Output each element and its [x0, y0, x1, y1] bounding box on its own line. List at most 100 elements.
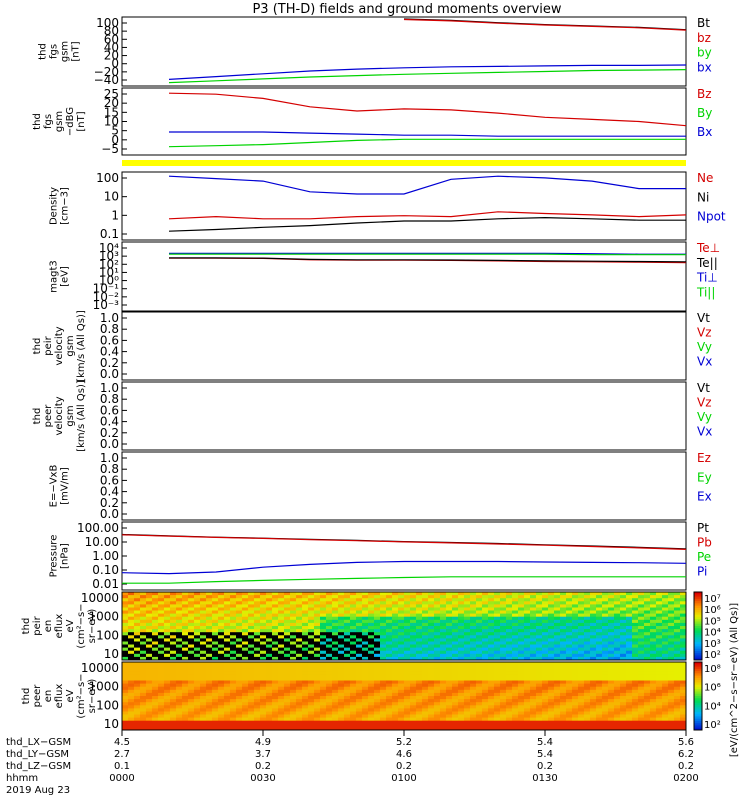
- heatmap-cell: [656, 705, 663, 709]
- heatmap-cell: [410, 613, 417, 618]
- heatmap-cell: [182, 699, 189, 703]
- heatmap-cell: [320, 629, 327, 633]
- heatmap-cell: [284, 717, 291, 722]
- heatmap-cell: [518, 683, 525, 688]
- heatmap-cell: [170, 674, 177, 678]
- heatmap-cell: [452, 705, 459, 709]
- heatmap-cell: [482, 677, 489, 682]
- colorbar-cell: [694, 646, 702, 650]
- series-line-by: [168, 69, 687, 84]
- heatmap-cell: [308, 592, 315, 596]
- heatmap-cell: [200, 635, 207, 639]
- heatmap-cell: [272, 674, 279, 678]
- heatmap-cell: [626, 726, 633, 731]
- heatmap-cell: [584, 674, 591, 678]
- heatmap-cell: [164, 726, 171, 731]
- heatmap-cell: [578, 705, 585, 709]
- y-tick-label: 25: [104, 87, 119, 101]
- heatmap-cell: [230, 683, 237, 688]
- heatmap-cell: [374, 705, 381, 709]
- y-tick-label: −5: [101, 142, 119, 156]
- heatmap-cell: [476, 613, 483, 618]
- heatmap-cell: [326, 650, 333, 655]
- heatmap-cell: [536, 683, 543, 688]
- heatmap-cell: [218, 629, 225, 633]
- heatmap-cell: [680, 723, 687, 728]
- heatmap-cell: [608, 619, 615, 624]
- heatmap-cell: [590, 626, 597, 630]
- heatmap-cell: [164, 641, 171, 646]
- heatmap-cell: [302, 696, 309, 700]
- heatmap-cell: [494, 680, 501, 685]
- heatmap-cell: [128, 683, 135, 688]
- heatmap-cell: [134, 662, 141, 666]
- heatmap-cell: [524, 616, 531, 621]
- heatmap-cell: [530, 604, 537, 608]
- heatmap-cell: [320, 632, 327, 636]
- heatmap-cell: [458, 717, 465, 722]
- heatmap-cell: [194, 647, 201, 652]
- heatmap-cell: [566, 635, 573, 639]
- heatmap-cell: [494, 671, 501, 675]
- heatmap-cell: [572, 650, 579, 655]
- colorbar-cell: [694, 623, 702, 627]
- heatmap-cell: [146, 726, 153, 731]
- heatmap-cell: [650, 595, 657, 599]
- y-axis-label: gsm: [60, 41, 71, 62]
- heatmap-cell: [542, 692, 549, 697]
- heatmap-cell: [476, 592, 483, 596]
- heatmap-cell: [440, 635, 447, 639]
- heatmap-cell: [464, 635, 471, 639]
- heatmap-cell: [668, 668, 675, 672]
- heatmap-cell: [320, 656, 327, 661]
- y-tick-label: 15: [104, 105, 119, 119]
- heatmap-cell: [602, 705, 609, 709]
- series-line-Pb: [121, 534, 687, 550]
- heatmap-cell: [230, 714, 237, 719]
- heatmap-cell: [470, 726, 477, 731]
- heatmap-cell: [368, 683, 375, 688]
- y-axis-label: [nT]: [71, 41, 82, 61]
- heatmap-cell: [458, 720, 465, 725]
- heatmap-cell: [554, 720, 561, 725]
- heatmap-cell: [650, 689, 657, 694]
- heatmap-cell: [332, 604, 339, 608]
- heatmap-cell: [140, 668, 147, 672]
- heatmap-cell: [176, 610, 183, 615]
- heatmap-cell: [596, 622, 603, 627]
- heatmap-cell: [674, 635, 681, 639]
- heatmap-cell: [650, 674, 657, 678]
- heatmap-cell: [368, 668, 375, 672]
- heatmap-cell: [128, 711, 135, 716]
- heatmap-cell: [410, 650, 417, 655]
- heatmap-cell: [458, 702, 465, 706]
- heatmap-cell: [572, 601, 579, 605]
- heatmap-cell: [302, 607, 309, 612]
- heatmap-cell: [374, 598, 381, 602]
- heatmap-cell: [536, 619, 543, 624]
- heatmap-cell: [644, 674, 651, 678]
- heatmap-cell: [602, 671, 609, 675]
- heatmap-cell: [572, 616, 579, 621]
- heatmap-cell: [296, 665, 303, 669]
- heatmap-cell: [626, 711, 633, 716]
- heatmap-cell: [560, 686, 567, 691]
- heatmap-cell: [512, 726, 519, 731]
- x-tick-label: 5.6: [678, 737, 694, 748]
- heatmap-cell: [236, 644, 243, 649]
- heatmap-cell: [146, 683, 153, 688]
- heatmap-cell: [266, 598, 273, 602]
- heatmap-cell: [500, 671, 507, 675]
- heatmap-cell: [524, 592, 531, 596]
- heatmap-cell: [404, 632, 411, 636]
- heatmap-cell: [278, 696, 285, 700]
- heatmap-cell: [452, 720, 459, 725]
- y-tick-label: 20: [104, 49, 119, 63]
- heatmap-cell: [320, 692, 327, 697]
- heatmap-cell: [536, 668, 543, 672]
- heatmap-cell: [560, 619, 567, 624]
- heatmap-cell: [398, 632, 405, 636]
- heatmap-cell: [458, 714, 465, 719]
- heatmap-cell: [218, 668, 225, 672]
- heatmap-cell: [188, 705, 195, 709]
